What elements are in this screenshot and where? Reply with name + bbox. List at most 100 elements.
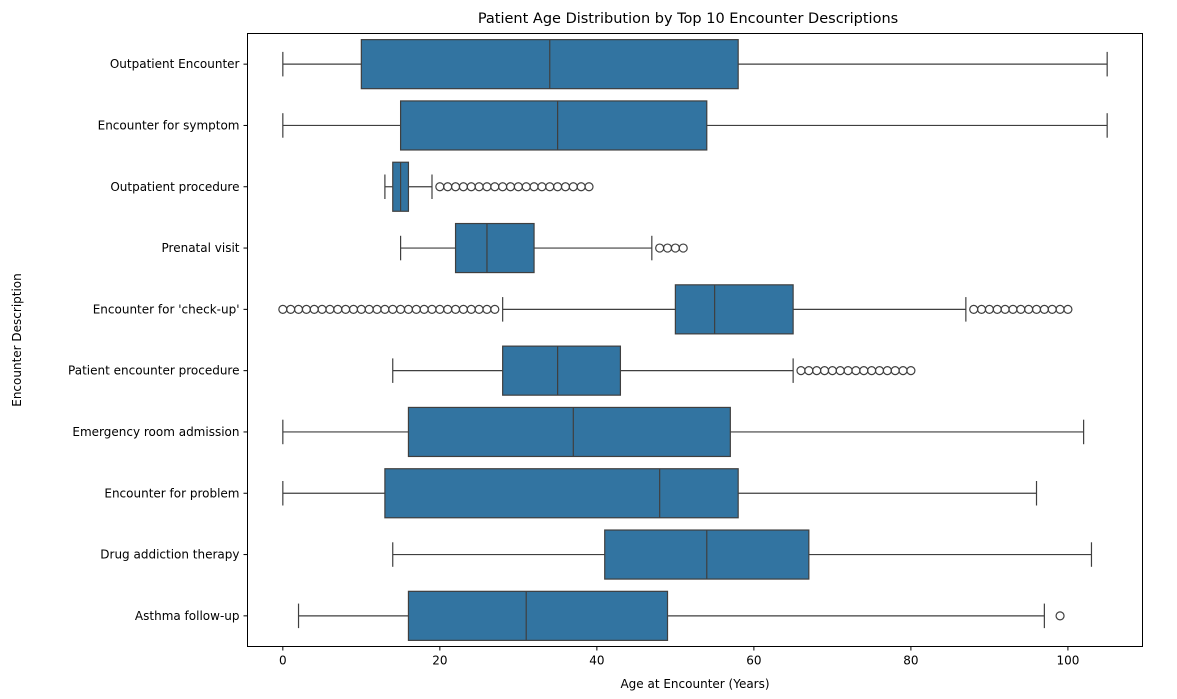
outlier-point — [576, 182, 586, 192]
outlier-point — [348, 304, 359, 314]
box-group-8 — [392, 529, 1093, 580]
outlier-point — [490, 304, 500, 314]
outlier-point — [380, 304, 390, 314]
x-tick-label: 80 — [903, 654, 918, 668]
outlier-point — [1016, 304, 1026, 314]
outlier-point — [301, 304, 311, 314]
outlier-point — [969, 304, 979, 314]
y-tick-label: Encounter for problem — [104, 486, 239, 500]
outlier-point — [513, 182, 523, 192]
outlier-point — [356, 304, 366, 314]
y-tick-label: Outpatient procedure — [110, 180, 239, 194]
outlier-point — [450, 304, 461, 314]
outlier-point — [498, 182, 508, 192]
y-tick-label: Encounter for symptom — [98, 118, 240, 132]
box-iqr — [502, 345, 622, 396]
outlier-point — [341, 304, 351, 314]
outlier-point — [984, 304, 995, 314]
outlier-point — [819, 366, 830, 376]
outlier-point — [419, 304, 429, 314]
box-group-0 — [282, 39, 1108, 90]
outlier-point — [859, 366, 869, 376]
outlier-point — [568, 182, 578, 192]
outlier-point — [466, 304, 476, 314]
box-group-1 — [282, 100, 1108, 151]
outlier-point — [812, 366, 822, 376]
outlier-point — [804, 366, 814, 376]
outlier-point — [655, 243, 665, 253]
box-group-9 — [297, 590, 1065, 641]
outlier-point — [309, 304, 319, 314]
y-axis-title: Encounter Description — [10, 273, 24, 407]
outlier-point — [890, 366, 900, 376]
outlier-point — [505, 182, 516, 192]
outlier-point — [1047, 304, 1057, 314]
outlier-point — [796, 366, 806, 376]
box-group-6 — [282, 406, 1085, 458]
outlier-point — [293, 304, 304, 314]
outlier-point — [364, 304, 374, 314]
x-tick-label: 0 — [279, 654, 287, 668]
x-axis-title: Age at Encounter (Years) — [620, 677, 769, 691]
box-group-5 — [392, 345, 916, 396]
x-tick-label: 20 — [432, 654, 447, 668]
y-tick-label: Emergency room admission — [72, 425, 239, 439]
outlier-point — [278, 304, 288, 314]
outlier-point — [906, 366, 916, 376]
outlier-point — [545, 182, 555, 192]
outlier-point — [553, 182, 563, 192]
outlier-point — [521, 182, 531, 192]
outlier-point — [670, 243, 680, 253]
plot-frame — [247, 33, 1143, 647]
box-group-2 — [384, 161, 594, 212]
outlier-point — [435, 304, 445, 314]
outlier-point — [1024, 304, 1034, 314]
y-axis: Outpatient Encounter Encounter for sympto… — [68, 57, 248, 623]
outlier-point — [1031, 304, 1042, 314]
outlier-point — [835, 366, 845, 376]
outlier-point — [976, 304, 987, 314]
outlier-point — [395, 304, 406, 314]
outlier-point — [286, 304, 296, 314]
outlier-point — [867, 366, 877, 376]
outlier-point — [1063, 304, 1073, 314]
outlier-point — [333, 304, 343, 314]
box-iqr — [399, 100, 708, 151]
outlier-point — [466, 182, 476, 192]
outlier-point — [482, 304, 492, 314]
outlier-point — [474, 304, 484, 314]
box-iqr — [674, 284, 794, 335]
outlier-point — [560, 182, 571, 192]
outlier-point — [450, 182, 461, 192]
box-group-4 — [278, 284, 1073, 335]
outlier-point — [851, 366, 861, 376]
outlier-point — [474, 182, 484, 192]
outlier-point — [388, 304, 398, 314]
y-tick-label: Drug addiction therapy — [100, 548, 239, 562]
outlier-point — [1055, 304, 1065, 314]
outlier-point — [403, 304, 414, 314]
outlier-point — [1055, 611, 1065, 621]
outlier-point — [1008, 304, 1018, 314]
y-tick-label: Outpatient Encounter — [110, 57, 240, 71]
outlier-point — [317, 304, 327, 314]
outlier-point — [443, 304, 453, 314]
box-group-7 — [282, 468, 1038, 519]
outlier-point — [443, 182, 453, 192]
outlier-point — [827, 366, 837, 376]
outlier-point — [1000, 304, 1010, 314]
outlier-point — [992, 304, 1002, 314]
outlier-point — [458, 182, 468, 192]
outlier-point — [843, 366, 853, 376]
outlier-point — [435, 182, 445, 192]
outlier-point — [662, 243, 673, 253]
y-tick-label: Asthma follow-up — [135, 609, 240, 623]
box-group-3 — [399, 222, 688, 274]
outlier-point — [482, 182, 492, 192]
y-tick-label: Patient encounter procedure — [68, 364, 239, 378]
outlier-point — [874, 366, 885, 376]
outlier-point — [490, 182, 500, 192]
box-iqr — [407, 590, 669, 641]
outlier-point — [584, 182, 594, 192]
